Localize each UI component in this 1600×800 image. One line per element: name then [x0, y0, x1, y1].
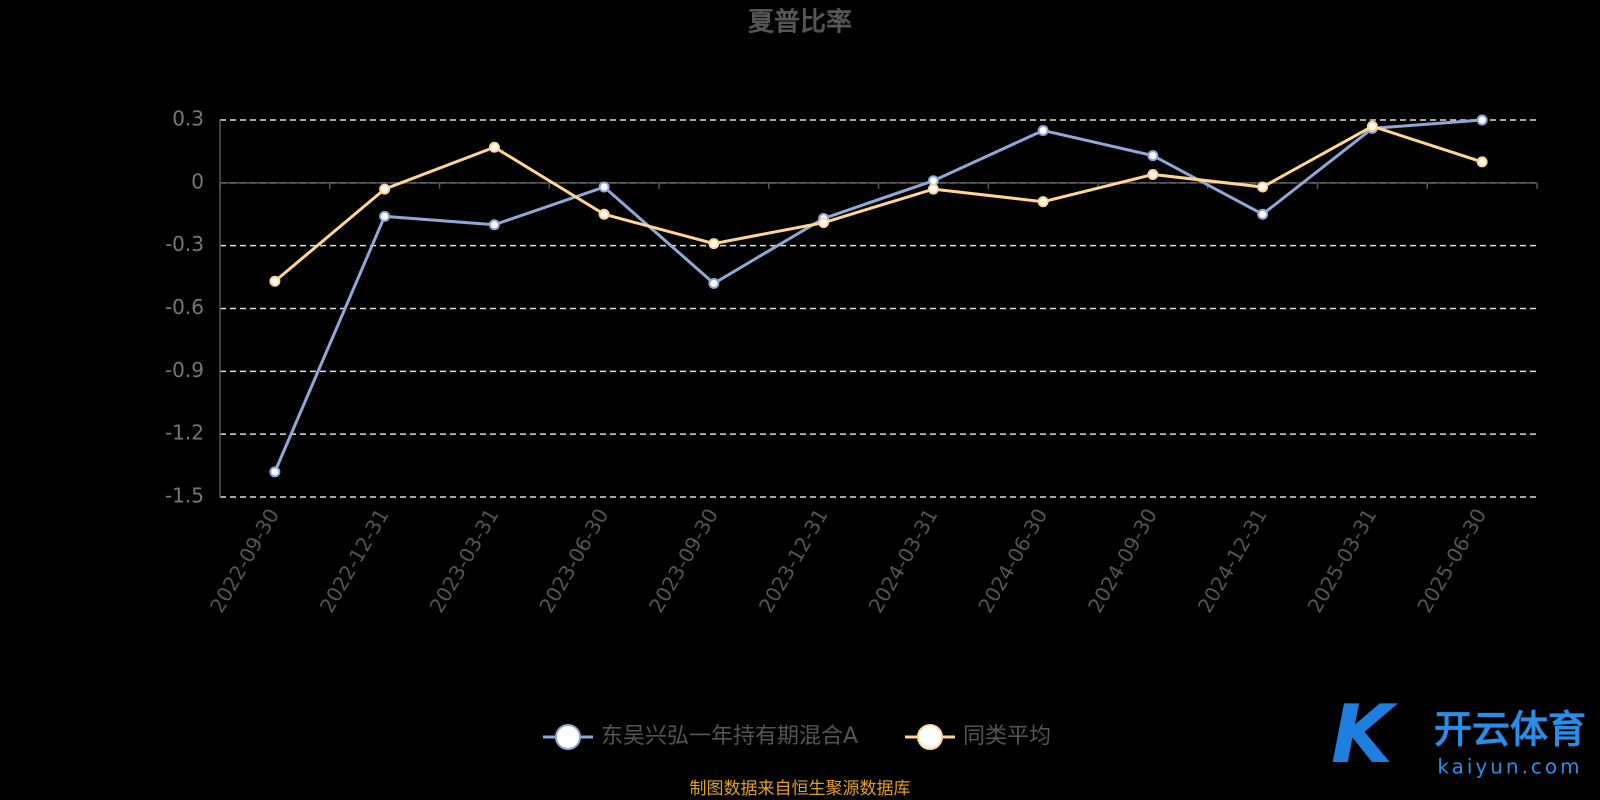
legend-label: 东吴兴弘一年持有期混合A [601, 724, 858, 749]
data-point [269, 275, 281, 287]
y-tick-label: 0.3 [172, 107, 204, 131]
data-point [488, 219, 500, 231]
watermark-site: kaiyun.com [1437, 755, 1582, 779]
data-point [1257, 181, 1269, 193]
legend-marker [917, 724, 943, 750]
data-point [379, 183, 391, 195]
data-point [1476, 156, 1488, 168]
data-point [1147, 150, 1159, 162]
y-tick-label: -0.3 [165, 232, 204, 256]
data-point [1476, 114, 1488, 126]
y-tick-label: -1.5 [165, 484, 204, 508]
data-point [818, 217, 830, 229]
data-point [708, 238, 720, 250]
chart-title: 夏普比率 [748, 7, 852, 38]
y-tick-label: -0.6 [165, 295, 204, 319]
watermark-logo: K [1331, 688, 1398, 781]
watermark-brand: 开云体育 [1434, 708, 1586, 752]
data-point [379, 210, 391, 222]
data-point [1037, 124, 1049, 136]
data-point [708, 277, 720, 289]
series-line [273, 124, 1483, 283]
data-point [598, 208, 610, 220]
source-note: 制图数据来自恒生聚源数据库 [690, 779, 911, 799]
legend-label: 同类平均 [963, 724, 1051, 749]
data-point [927, 183, 939, 195]
y-tick-label: -0.9 [165, 358, 204, 382]
data-point [598, 181, 610, 193]
y-tick-label: -1.2 [165, 421, 204, 445]
y-tick-label: 0 [191, 169, 204, 193]
data-point [488, 141, 500, 153]
data-point [1037, 196, 1049, 208]
series-line [273, 118, 1483, 473]
legend-marker [555, 724, 581, 750]
data-point [1257, 208, 1269, 220]
data-point [1366, 120, 1378, 132]
data-point [269, 466, 281, 478]
data-point [1147, 168, 1159, 180]
